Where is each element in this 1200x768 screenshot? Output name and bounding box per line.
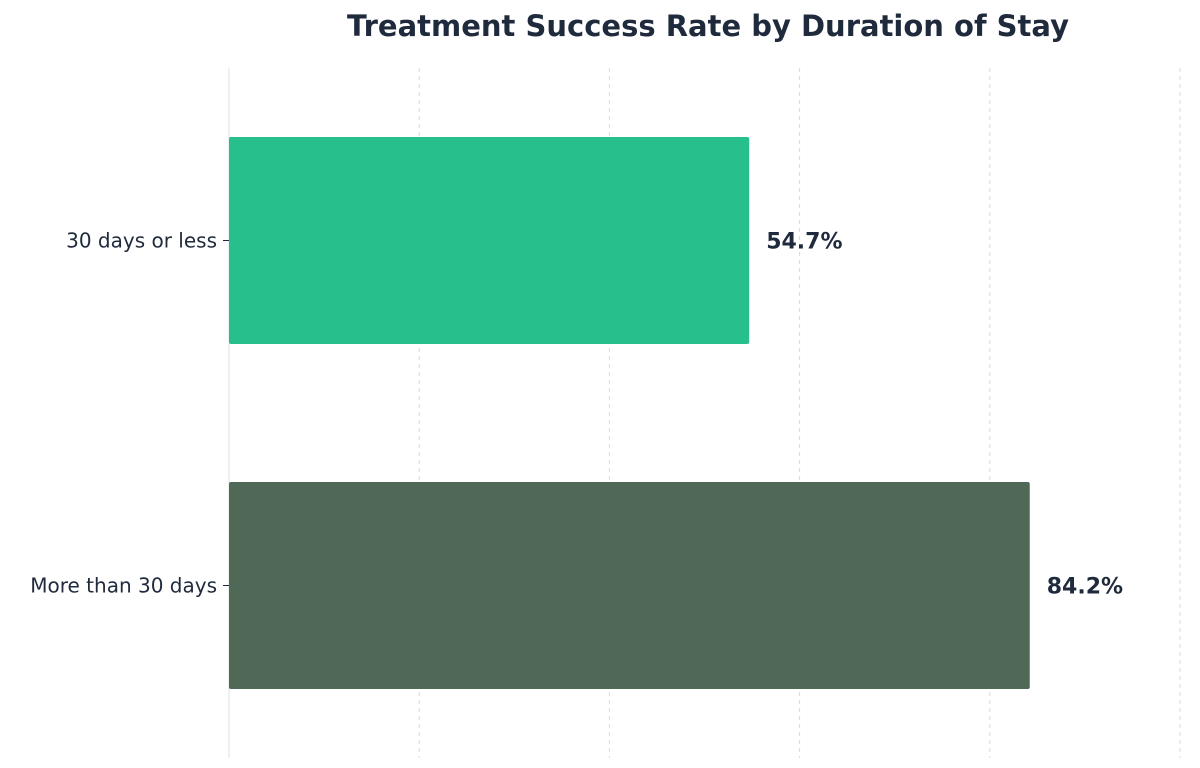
y-tick-label: 30 days or less xyxy=(66,229,217,253)
bars xyxy=(229,137,1030,689)
data-label: 84.2% xyxy=(1047,575,1123,600)
data-label: 54.7% xyxy=(766,230,842,255)
labels: 30 days or less 54.7% More than 30 days 84.… xyxy=(30,229,1123,600)
bar xyxy=(229,137,750,344)
bar xyxy=(229,482,1030,689)
y-tick-label: More than 30 days xyxy=(30,574,217,598)
chart-title: Treatment Success Rate by Duration of St… xyxy=(347,9,1069,43)
